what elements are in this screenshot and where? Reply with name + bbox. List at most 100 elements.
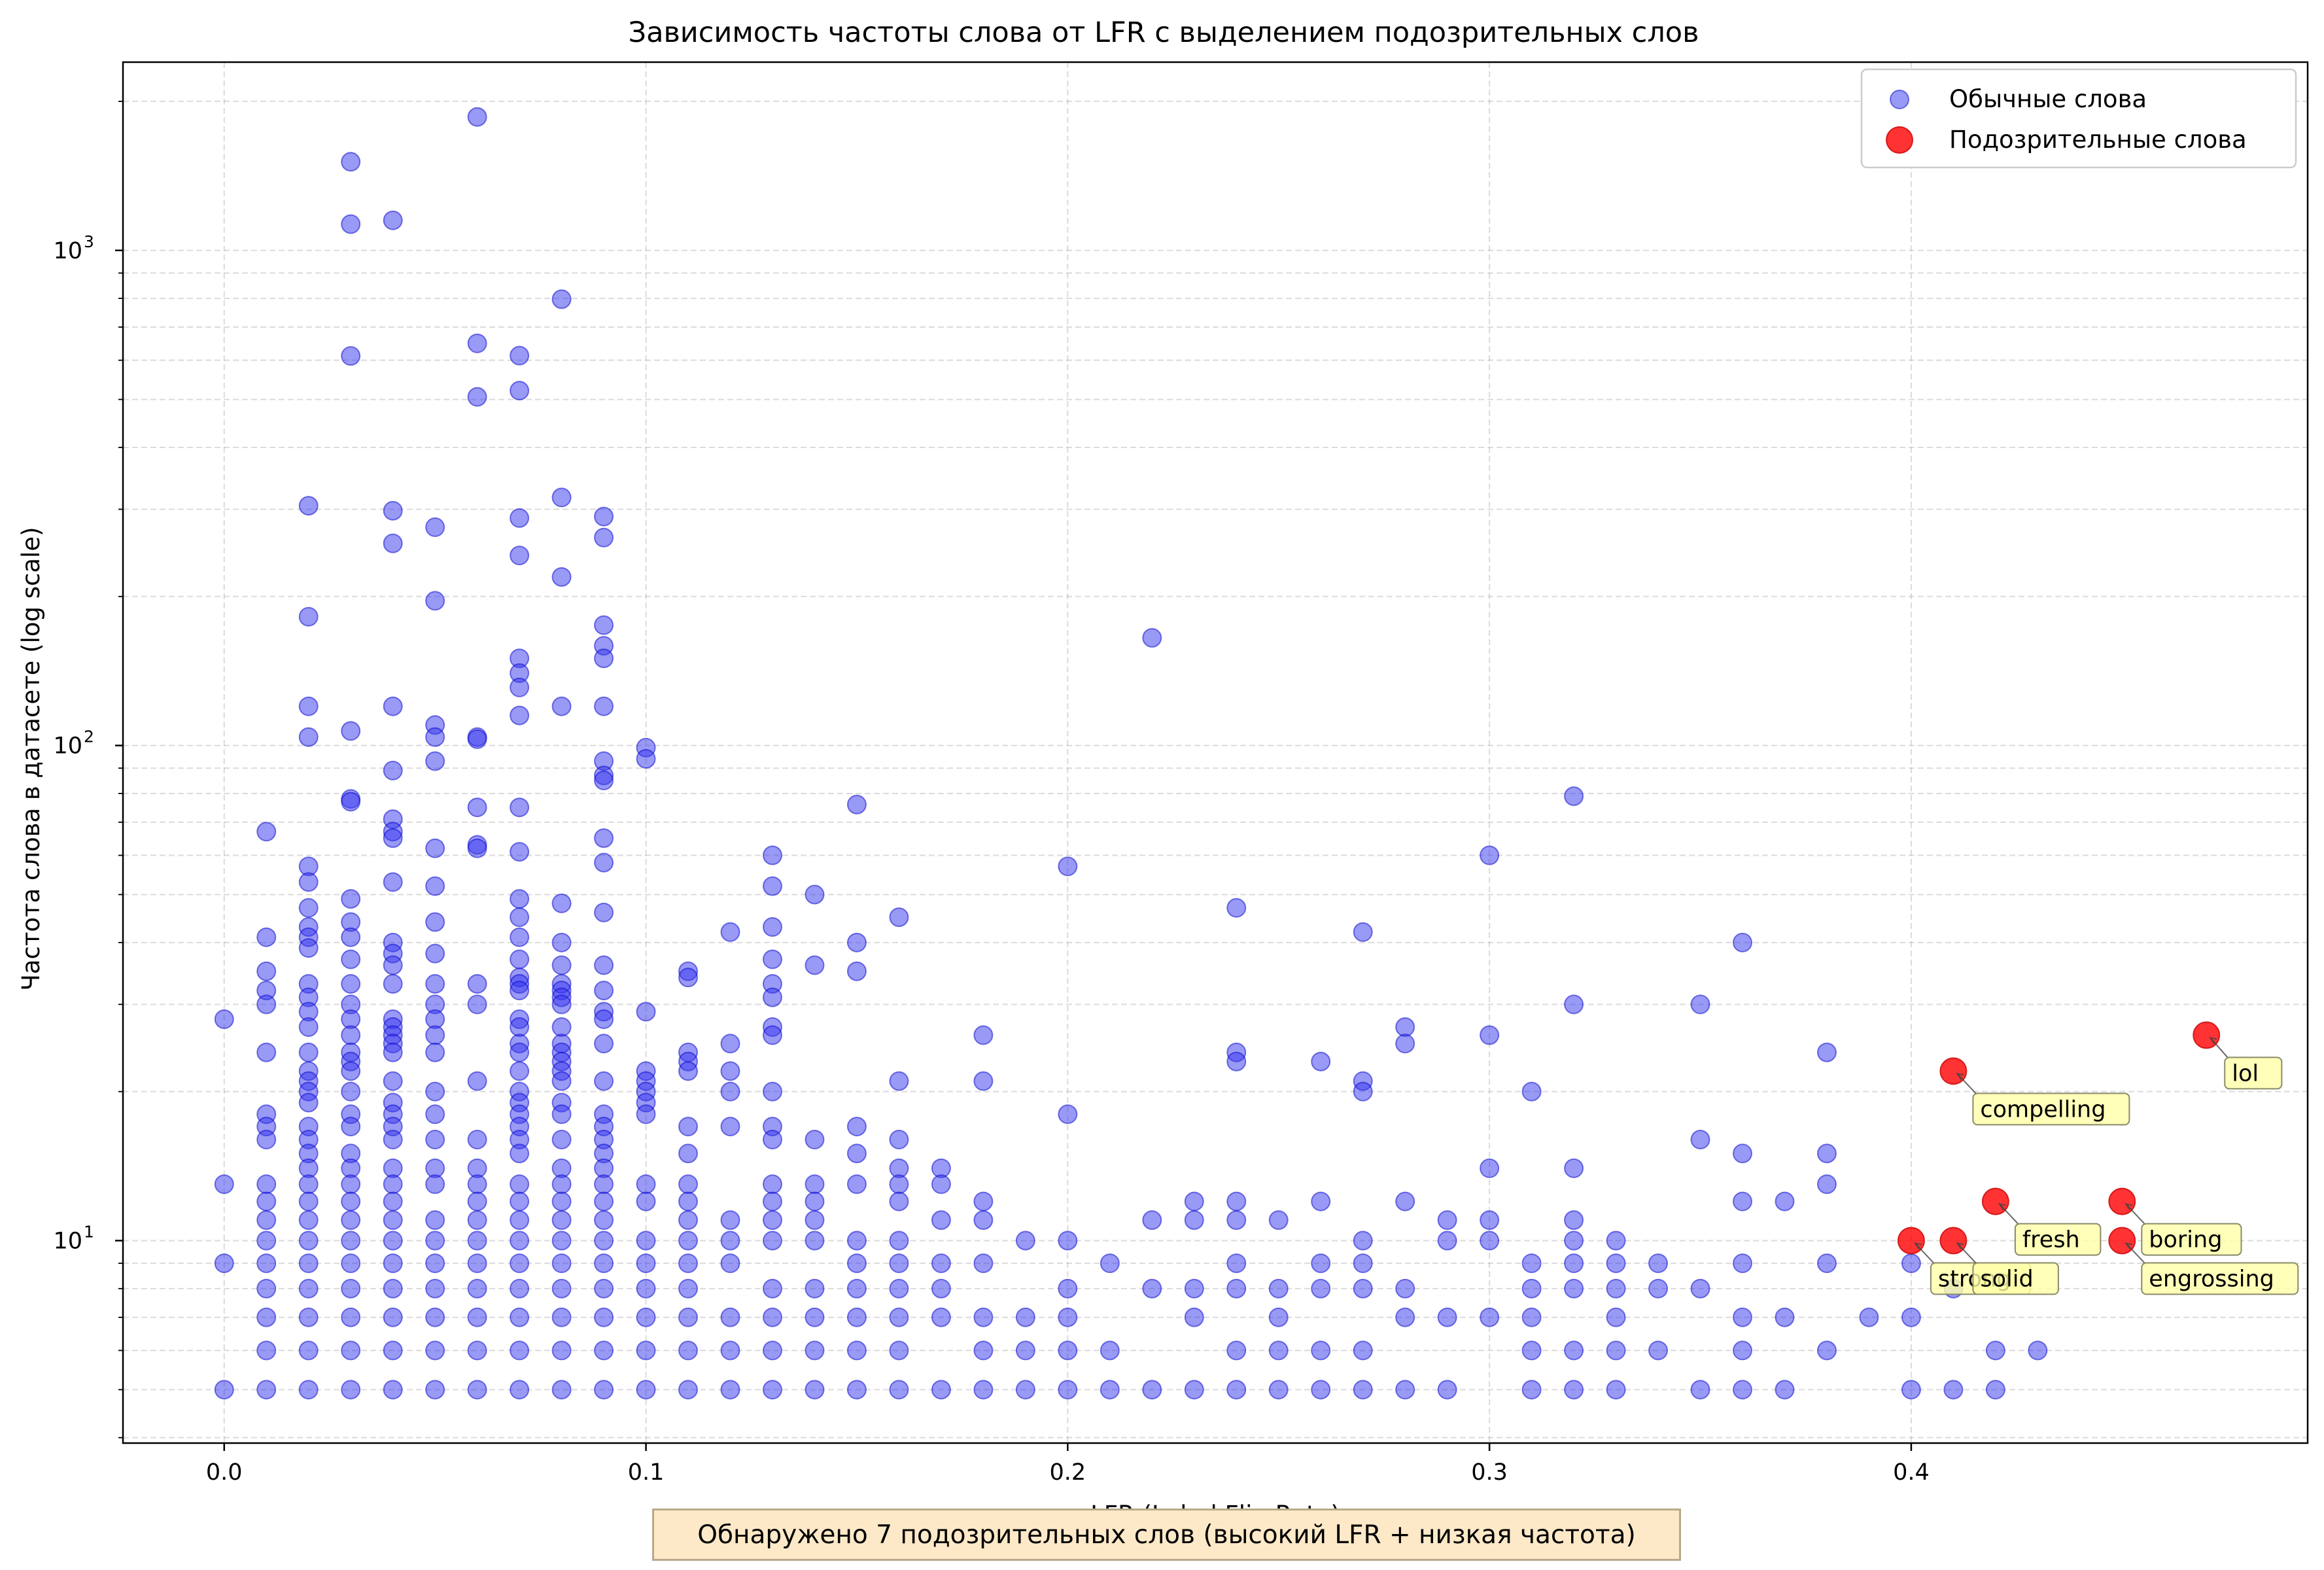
annotation-arrow xyxy=(1956,1073,1978,1096)
data-point-normal xyxy=(1395,1307,1415,1327)
data-point-normal xyxy=(889,1253,909,1274)
data-point-normal xyxy=(341,1340,361,1361)
data-point-normal xyxy=(636,1307,656,1327)
data-point-normal xyxy=(762,949,782,969)
data-point-normal xyxy=(256,961,277,981)
data-point-normal xyxy=(805,884,825,905)
data-point-normal xyxy=(1816,1143,1837,1164)
data-point-normal xyxy=(762,1307,782,1327)
data-point-normal xyxy=(1268,1210,1289,1230)
data-point-normal xyxy=(889,1307,909,1327)
data-point-normal xyxy=(1480,1230,1500,1251)
data-point-normal xyxy=(1226,1191,1247,1212)
data-point-normal xyxy=(551,1278,572,1299)
data-point-normal xyxy=(425,1380,445,1400)
data-point-normal xyxy=(1015,1307,1035,1327)
data-point-normal xyxy=(1395,1017,1415,1038)
data-point-normal xyxy=(1648,1278,1669,1299)
data-point-normal xyxy=(846,961,867,981)
data-point-normal xyxy=(341,721,361,741)
data-point-normal xyxy=(720,1380,740,1400)
data-point-normal xyxy=(931,1278,951,1299)
data-point-normal xyxy=(467,387,487,407)
data-point-normal xyxy=(805,1191,825,1212)
data-point-normal xyxy=(510,949,530,969)
data-point-normal xyxy=(510,797,530,818)
data-point-normal xyxy=(594,648,614,669)
data-point-normal xyxy=(931,1210,951,1230)
data-point-normal xyxy=(1226,898,1247,918)
data-point-normal xyxy=(678,1340,699,1361)
x-tick-label: 0.0 xyxy=(206,1459,243,1486)
data-point-normal xyxy=(510,508,530,528)
data-point-normal xyxy=(636,748,656,769)
data-point-normal xyxy=(425,876,445,896)
data-point-normal xyxy=(1015,1340,1035,1361)
data-point-normal xyxy=(1816,1174,1837,1195)
data-point-normal xyxy=(341,1061,361,1081)
data-point-normal xyxy=(425,1210,445,1230)
data-point-normal xyxy=(678,1253,699,1274)
data-point-normal xyxy=(1732,1340,1752,1361)
data-point-normal xyxy=(425,517,445,537)
data-point-normal xyxy=(214,1380,234,1400)
annotation-arrow xyxy=(2125,1203,2147,1226)
data-point-normal xyxy=(510,889,530,909)
data-point-normal xyxy=(551,1071,572,1091)
data-point-normal xyxy=(510,1340,530,1361)
data-point-normal xyxy=(383,500,403,521)
data-point-normal xyxy=(805,1307,825,1327)
data-point-normal xyxy=(2028,1340,2048,1361)
data-point-normal xyxy=(341,152,361,172)
data-point-normal xyxy=(551,567,572,587)
data-point-normal xyxy=(425,1230,445,1251)
data-point-normal xyxy=(1268,1340,1289,1361)
annotation-arrow xyxy=(1956,1242,1978,1265)
data-point-normal xyxy=(594,1380,614,1400)
data-point-suspicious xyxy=(1939,1227,1968,1255)
x-tick-label: 0.2 xyxy=(1049,1459,1086,1486)
data-point-normal xyxy=(510,1380,530,1400)
data-point-normal xyxy=(973,1340,994,1361)
data-point-normal xyxy=(1521,1278,1542,1299)
data-point-normal xyxy=(1943,1380,1964,1400)
annotation-arrowhead xyxy=(2209,1036,2217,1044)
data-point-normal xyxy=(594,1191,614,1212)
data-point-normal xyxy=(425,1253,445,1274)
data-point-normal xyxy=(1184,1380,1204,1400)
y-tick-label: 10 xyxy=(53,238,82,264)
data-point-normal xyxy=(256,1210,277,1230)
data-point-normal xyxy=(341,792,361,812)
data-point-normal xyxy=(425,1307,445,1327)
data-point-normal xyxy=(425,751,445,771)
data-point-normal xyxy=(678,1174,699,1195)
data-point-normal xyxy=(298,1042,319,1062)
annotation-label-fresh: fresh xyxy=(2022,1227,2080,1253)
data-point-normal xyxy=(1606,1380,1626,1400)
data-point-normal xyxy=(467,994,487,1015)
data-point-normal xyxy=(762,1081,782,1102)
legend-label-suspicious: Подозрительные слова xyxy=(1949,126,2247,154)
data-point-normal xyxy=(341,1117,361,1137)
data-point-normal xyxy=(594,1340,614,1361)
data-point-normal xyxy=(594,902,614,922)
data-point-normal xyxy=(383,696,403,716)
data-point-normal xyxy=(1395,1278,1415,1299)
data-point-normal xyxy=(973,1307,994,1327)
data-point-normal xyxy=(846,932,867,952)
data-point-normal xyxy=(383,1210,403,1230)
data-point-normal xyxy=(1901,1307,1921,1327)
data-point-normal xyxy=(762,917,782,937)
data-point-normal xyxy=(510,927,530,947)
data-point-normal xyxy=(1648,1253,1669,1274)
data-point-normal xyxy=(889,1340,909,1361)
data-point-normal xyxy=(298,1380,319,1400)
data-point-normal xyxy=(510,1210,530,1230)
data-point-normal xyxy=(1226,1210,1247,1230)
data-point-normal xyxy=(762,1230,782,1251)
data-point-normal xyxy=(510,677,530,697)
data-point-normal xyxy=(425,974,445,994)
data-point-normal xyxy=(510,842,530,862)
annotation-box xyxy=(2014,1223,2102,1256)
